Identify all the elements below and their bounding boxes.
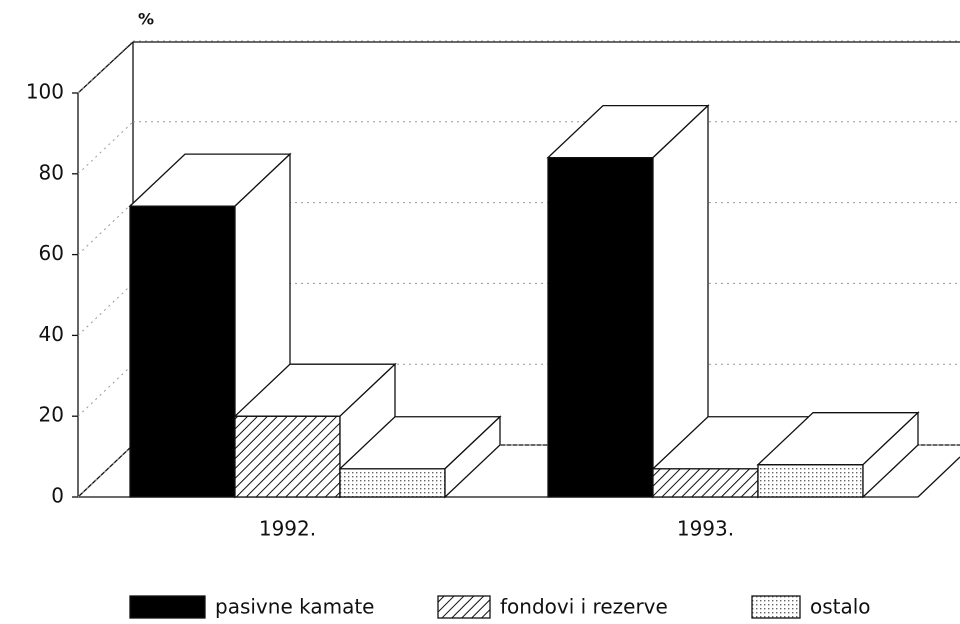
y-tick-label: 0 bbox=[51, 484, 64, 508]
legend-swatch bbox=[751, 595, 801, 619]
y-tick-label: 20 bbox=[39, 403, 64, 427]
bar-side bbox=[444, 415, 501, 499]
legend-swatch bbox=[129, 595, 206, 619]
bar-front bbox=[234, 415, 341, 498]
x-tick-label: 1993. bbox=[677, 517, 734, 541]
legend-swatch bbox=[437, 595, 491, 619]
legend-label: pasivne kamate bbox=[215, 595, 374, 619]
grid-line bbox=[77, 121, 134, 175]
bar-front bbox=[652, 468, 759, 498]
bar-front bbox=[129, 205, 236, 498]
grid-line bbox=[77, 40, 134, 94]
grid-line bbox=[77, 202, 134, 255]
bar-front bbox=[547, 156, 654, 498]
bar-front bbox=[339, 468, 446, 498]
grid-line bbox=[77, 444, 134, 498]
grid-line bbox=[77, 283, 134, 336]
x-tick-label: 1992. bbox=[259, 517, 316, 541]
y-tick-label: 80 bbox=[39, 160, 64, 184]
grid-line bbox=[77, 363, 134, 417]
y-tick-label: 100 bbox=[26, 80, 64, 104]
y-tick-label: 40 bbox=[39, 322, 64, 346]
legend-label: ostalo bbox=[810, 595, 871, 619]
y-axis-label: % bbox=[138, 10, 154, 29]
legend-label: fondovi i rezerve bbox=[500, 595, 668, 619]
bar-side bbox=[862, 411, 919, 499]
y-tick-label: 60 bbox=[39, 241, 64, 265]
bar-front bbox=[757, 464, 864, 498]
